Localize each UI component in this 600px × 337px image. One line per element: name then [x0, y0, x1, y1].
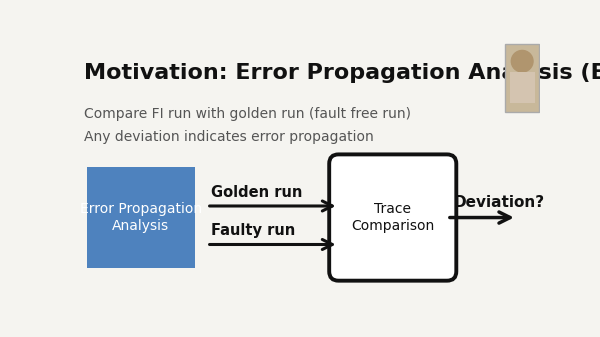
Circle shape [511, 51, 533, 72]
FancyBboxPatch shape [329, 154, 457, 281]
Text: Faulty run: Faulty run [211, 223, 295, 238]
Text: Error Propagation
Analysis: Error Propagation Analysis [80, 203, 202, 233]
Text: Compare FI run with golden run (fault free run): Compare FI run with golden run (fault fr… [84, 106, 412, 121]
Text: Any deviation indicates error propagation: Any deviation indicates error propagatio… [84, 130, 374, 144]
FancyBboxPatch shape [505, 44, 539, 112]
Text: Motivation: Error Propagation Analysis (EPA): Motivation: Error Propagation Analysis (… [84, 63, 600, 83]
Text: Trace
Comparison: Trace Comparison [351, 203, 434, 233]
FancyBboxPatch shape [86, 167, 195, 268]
FancyBboxPatch shape [510, 72, 535, 103]
Text: Deviation?: Deviation? [453, 195, 544, 210]
Text: Golden run: Golden run [211, 185, 302, 200]
